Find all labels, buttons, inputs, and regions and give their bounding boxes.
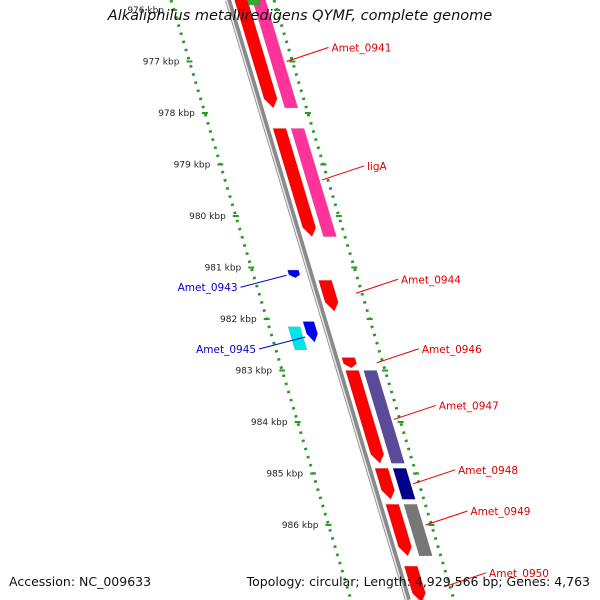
feature-cds-inner-6 [341, 357, 357, 369]
tick-label: 984 kbp [251, 418, 288, 428]
backbone-highlight [225, 0, 408, 600]
feature-cds-outer-15 [302, 321, 318, 343]
ring-layer [169, 0, 456, 600]
gene-label-amet-0946[interactable]: Amet_0946 [422, 344, 482, 356]
genome-summary-text: Topology: circular; Length: 4,929,566 bp… [246, 574, 590, 589]
feature-layer [234, 0, 433, 600]
leader-line-amet-0949 [425, 510, 468, 526]
gene-label-amet-0950[interactable]: Amet_0950 [489, 568, 549, 580]
tick-label: 979 kbp [174, 161, 211, 171]
backbone [225, 0, 411, 600]
map-title: Alkaliphilus metalliredigens QYMF, compl… [107, 8, 493, 24]
tick-label: 980 kbp [189, 212, 226, 222]
feature-cds-outer-14 [287, 269, 301, 279]
leader-line-amet-0950 [443, 572, 487, 588]
leader-line-amet-0946 [376, 348, 419, 364]
leader-line-liga [321, 165, 365, 181]
guide-ring-2 [272, 0, 456, 600]
gene-label-amet-0947[interactable]: Amet_0947 [439, 400, 499, 412]
feature-cog-8 [363, 370, 405, 464]
leader-line-amet-0948 [412, 469, 456, 485]
guide-ring-1 [169, 0, 353, 600]
gene-label-liga[interactable]: ligA [367, 161, 387, 173]
feature-cog-12 [403, 504, 433, 557]
gene-label-amet-0943[interactable]: Amet_0943 [178, 282, 238, 294]
feature-cds-inner-1 [234, 0, 278, 109]
gene-label-amet-0945[interactable]: Amet_0945 [196, 344, 256, 356]
feature-cog-2 [252, 0, 299, 109]
gene-label-amet-0944[interactable]: Amet_0944 [401, 274, 461, 286]
tick-layer: 976 kbp 977 kbp 978 kbp 979 kbp 980 kbp 981 k… [127, 6, 435, 531]
gene-label-layer: Amet_0941 ligA Amet_0944 Amet_0946 Amet_0947… [178, 43, 549, 588]
gene-label-amet-0948[interactable]: Amet_0948 [458, 465, 518, 477]
feature-cds-inner-13 [404, 565, 426, 600]
feature-cds-inner-5 [318, 280, 339, 312]
feature-cog-4 [290, 128, 337, 237]
feature-top-green-17 [246, 0, 261, 6]
tick-label: 978 kbp [158, 109, 195, 119]
feature-cds-inner-11 [385, 504, 412, 557]
tick-label: 985 kbp [266, 470, 303, 480]
feature-cds-inner-7 [345, 370, 385, 464]
leader-line-amet-0947 [393, 404, 436, 420]
gene-label-amet-0941[interactable]: Amet_0941 [331, 43, 391, 55]
feature-cds-inner-3 [272, 128, 317, 238]
tick-label: 983 kbp [235, 367, 272, 377]
leader-line-amet-0941 [286, 47, 329, 62]
tick-label: 977 kbp [143, 58, 180, 68]
tick-label: 981 kbp [205, 264, 242, 274]
tick-label: 982 kbp [220, 315, 257, 325]
feature-cds-inner-9 [374, 468, 395, 500]
accession-text: Accession: NC_009633 [9, 574, 152, 589]
tick-label: 986 kbp [282, 521, 319, 531]
leader-line-amet-0944 [355, 278, 399, 294]
feature-cog-10 [392, 468, 416, 500]
tick-label: 976 kbp [127, 6, 164, 16]
gene-label-amet-0949[interactable]: Amet_0949 [471, 506, 531, 518]
leader-line-amet-0945 [258, 336, 306, 350]
leader-line-amet-0943 [240, 274, 287, 288]
feature-cog-outer-16 [287, 326, 308, 351]
